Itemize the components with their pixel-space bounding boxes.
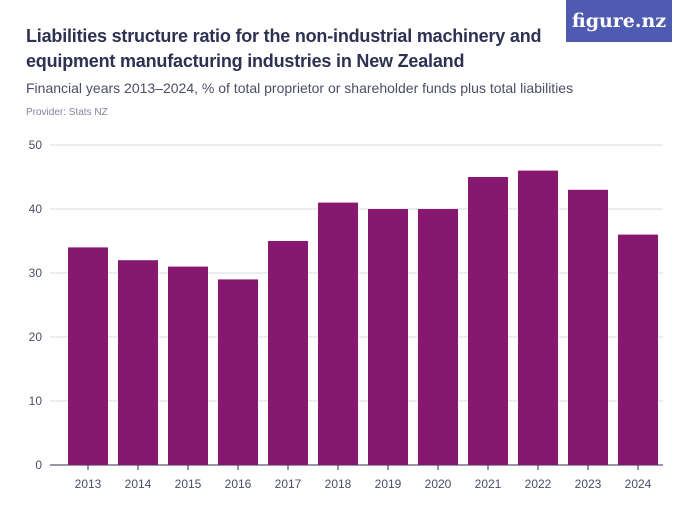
bar[interactable] [568, 189, 608, 466]
y-tick-label: 50 [29, 138, 43, 152]
x-tick-label: 2017 [275, 477, 302, 491]
x-tick-label: 2018 [325, 477, 352, 491]
bar[interactable] [118, 260, 158, 465]
bar[interactable] [68, 247, 108, 465]
bar[interactable] [418, 209, 458, 465]
x-tick-label: 2016 [225, 477, 252, 491]
bar[interactable] [218, 279, 258, 465]
x-tick-label: 2022 [525, 477, 552, 491]
x-tick-label: 2024 [625, 477, 652, 491]
x-tick-label: 2023 [575, 477, 602, 491]
x-tick-label: 2015 [175, 477, 202, 491]
bar[interactable] [268, 241, 308, 465]
provider-credit: Provider: Stats NZ [26, 107, 108, 118]
bar[interactable] [518, 170, 558, 465]
y-tick-label: 30 [29, 266, 43, 280]
y-tick-label: 10 [29, 394, 43, 408]
bar[interactable] [368, 209, 408, 465]
chart-subtitle: Financial years 2013–2024, % of total pr… [26, 80, 574, 96]
bar[interactable] [168, 266, 208, 465]
bar[interactable] [618, 234, 658, 465]
y-tick-label: 40 [29, 202, 43, 216]
bar[interactable] [318, 202, 358, 465]
figure-nz-logo[interactable]: figure.nz [566, 0, 672, 42]
x-tick-label: 2020 [425, 477, 452, 491]
x-tick-label: 2021 [475, 477, 502, 491]
bar[interactable] [468, 177, 508, 465]
x-tick-label: 2019 [375, 477, 402, 491]
x-axis-ticks: 2013 2014 2015 2016 2017 2018 2019 2020 2021 2022… [75, 465, 652, 491]
y-tick-label: 0 [35, 458, 42, 472]
y-tick-label: 20 [29, 330, 43, 344]
chart-title: Liabilities structure ratio for the non-… [26, 26, 542, 71]
x-tick-label: 2013 [75, 477, 102, 491]
bars [68, 170, 658, 466]
x-tick-label: 2014 [125, 477, 152, 491]
y-axis-ticks: 0 10 20 30 40 50 [29, 138, 43, 472]
